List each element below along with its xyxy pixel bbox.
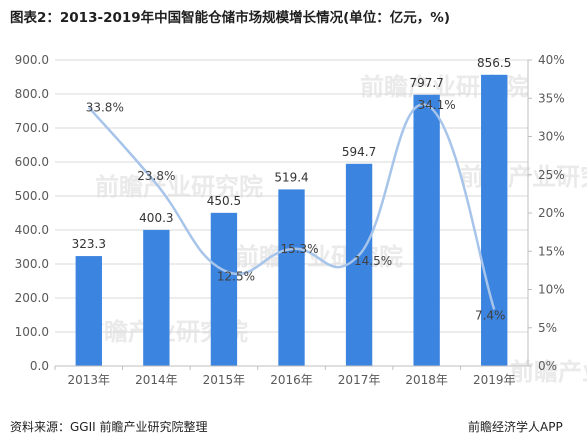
y-left-tick-label: 900.0 xyxy=(15,53,49,67)
bar xyxy=(413,94,440,367)
y-right-tick-label: 5% xyxy=(538,321,557,335)
y-left-tick-label: 500.0 xyxy=(15,189,49,203)
x-tick-label: 2016年 xyxy=(270,373,313,387)
bar xyxy=(143,229,170,366)
bar xyxy=(210,212,238,366)
x-tick-label: 2013年 xyxy=(68,373,111,387)
line-value-label: 14.5% xyxy=(354,254,392,268)
y-left-tick-label: 700.0 xyxy=(15,121,49,135)
y-right-tick-label: 15% xyxy=(538,244,565,258)
watermark-text: 前瞻产业研究院 xyxy=(510,358,587,386)
x-tick-label: 2015年 xyxy=(203,373,246,387)
bar-value-label: 797.7 xyxy=(409,76,443,90)
bar-value-label: 450.5 xyxy=(207,194,241,208)
y-right-tick-label: 35% xyxy=(538,91,565,105)
bar-value-label: 519.4 xyxy=(274,170,308,184)
y-left-tick-label: 400.0 xyxy=(15,223,49,237)
line-value-label: 33.8% xyxy=(86,100,124,114)
brand-label: 前瞻经济学人APP xyxy=(468,420,563,434)
y-left-tick-label: 300.0 xyxy=(15,257,49,271)
x-tick-label: 2018年 xyxy=(405,373,448,387)
bar xyxy=(481,74,508,366)
bar xyxy=(345,163,373,366)
data-labels: 323.3 400.3 450.5 519.4 594.7 797.7 856.5 33.8%… xyxy=(72,56,512,323)
y-right-tick-label: 25% xyxy=(538,168,565,182)
y-left-tick-label: 600.0 xyxy=(15,155,49,169)
y-right-tick-label: 20% xyxy=(538,206,565,220)
chart-title: 图表2：2013-2019年中国智能仓储市场规模增长情况(单位：亿元，%) xyxy=(10,10,451,26)
x-tick-label: 2014年 xyxy=(135,373,178,387)
line-value-label: 34.1% xyxy=(418,98,456,112)
bar-value-label: 400.3 xyxy=(139,211,173,225)
y-right-tick-label: 30% xyxy=(538,130,565,144)
y-left-tick-label: 100.0 xyxy=(15,325,49,339)
bar-value-label: 856.5 xyxy=(477,56,511,70)
line-series xyxy=(87,103,496,310)
line-value-label: 15.3% xyxy=(280,242,318,256)
growth-rate-line xyxy=(87,103,496,310)
x-tick-label: 2019年 xyxy=(473,373,516,387)
y-right-tick-label: 10% xyxy=(538,283,565,297)
y-left-tick-label: 0.0 xyxy=(30,359,49,373)
line-value-label: 7.4% xyxy=(475,308,506,322)
line-value-label: 12.5% xyxy=(217,269,255,283)
y-right-tick-label: 0% xyxy=(538,359,557,373)
bar xyxy=(278,189,305,366)
watermark-text: 前瞻产业研究院 xyxy=(460,163,587,191)
y-left-tick-label: 200.0 xyxy=(15,291,49,305)
bar-series xyxy=(75,74,508,367)
y-right-tick-label: 40% xyxy=(538,53,565,67)
bar-value-label: 323.3 xyxy=(72,237,106,251)
axes: 0.0 100.0 200.0 300.0 400.0 500.0 600.0 700.0 80… xyxy=(15,53,565,387)
y-left-tick-label: 800.0 xyxy=(15,87,49,101)
bar xyxy=(75,256,102,366)
source-note: 资料来源：GGII 前瞻产业研究院整理 xyxy=(10,420,208,434)
line-value-label: 23.8% xyxy=(137,169,175,183)
x-tick-label: 2017年 xyxy=(338,373,381,387)
bar-value-label: 594.7 xyxy=(342,145,376,159)
